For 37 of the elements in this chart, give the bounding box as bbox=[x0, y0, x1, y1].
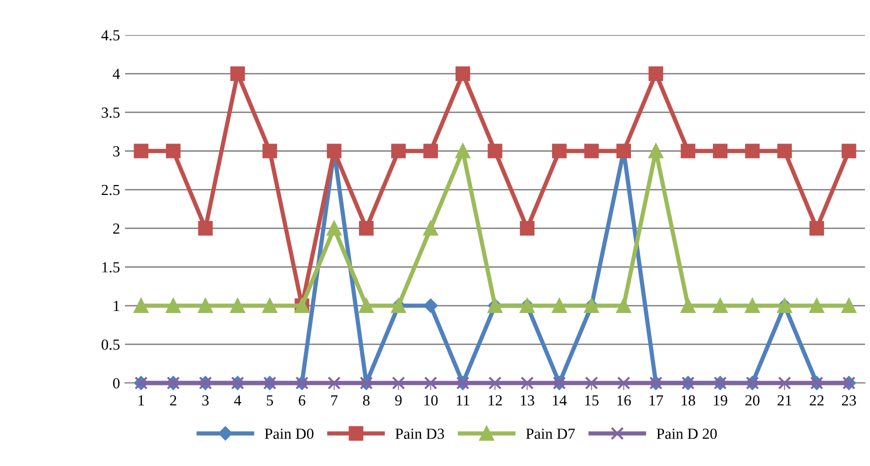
x-tick-label: 13 bbox=[520, 395, 534, 406]
x-tick-label: 6 bbox=[298, 395, 306, 406]
y-tick-label: 2 bbox=[113, 224, 120, 234]
y-tick-label: 0 bbox=[113, 378, 120, 388]
x-tick-label: 18 bbox=[682, 395, 696, 406]
y-tick-label: 4.5 bbox=[101, 30, 120, 41]
x-tick-label: 4 bbox=[234, 395, 242, 406]
x-tick-label: 19 bbox=[714, 395, 728, 406]
x-tick-label: 15 bbox=[585, 395, 599, 406]
legend-label: Pain D7 bbox=[526, 428, 575, 439]
x-tick-label: 21 bbox=[778, 395, 792, 406]
x-tick-label: 22 bbox=[810, 395, 824, 406]
x-tick-label: 11 bbox=[456, 395, 470, 406]
legend-label: Pain D 20 bbox=[656, 428, 717, 439]
x-tick-label: 5 bbox=[266, 395, 274, 406]
x-tick-label: 1 bbox=[138, 395, 144, 406]
x-tick-label: 2 bbox=[170, 395, 176, 406]
x-tick-label: 17 bbox=[650, 395, 664, 406]
x-tick-label: 3 bbox=[202, 395, 209, 406]
x-tick-label: 12 bbox=[488, 395, 502, 406]
y-tick-label: 3.5 bbox=[102, 108, 120, 118]
y-tick-label: 1 bbox=[114, 300, 120, 311]
y-tick-label: 1.5 bbox=[102, 262, 120, 273]
x-tick-label: 20 bbox=[745, 395, 760, 406]
x-tick-label: 9 bbox=[395, 395, 402, 406]
x-tick-label: 23 bbox=[842, 395, 856, 406]
y-tick-label: 4 bbox=[112, 68, 120, 79]
x-tick-label: 10 bbox=[424, 395, 438, 406]
y-tick-label: 0.5 bbox=[102, 339, 120, 350]
x-tick-label: 16 bbox=[617, 395, 631, 406]
y-tick-label: 3 bbox=[113, 146, 120, 156]
x-tick-label: 14 bbox=[553, 395, 567, 406]
x-tick-label: 8 bbox=[363, 395, 370, 406]
legend-label: Pain D0 bbox=[264, 428, 314, 439]
y-tick-label: 2.5 bbox=[102, 184, 120, 196]
legend-label: Pain D3 bbox=[395, 428, 444, 439]
x-tick-label: 7 bbox=[331, 395, 338, 406]
